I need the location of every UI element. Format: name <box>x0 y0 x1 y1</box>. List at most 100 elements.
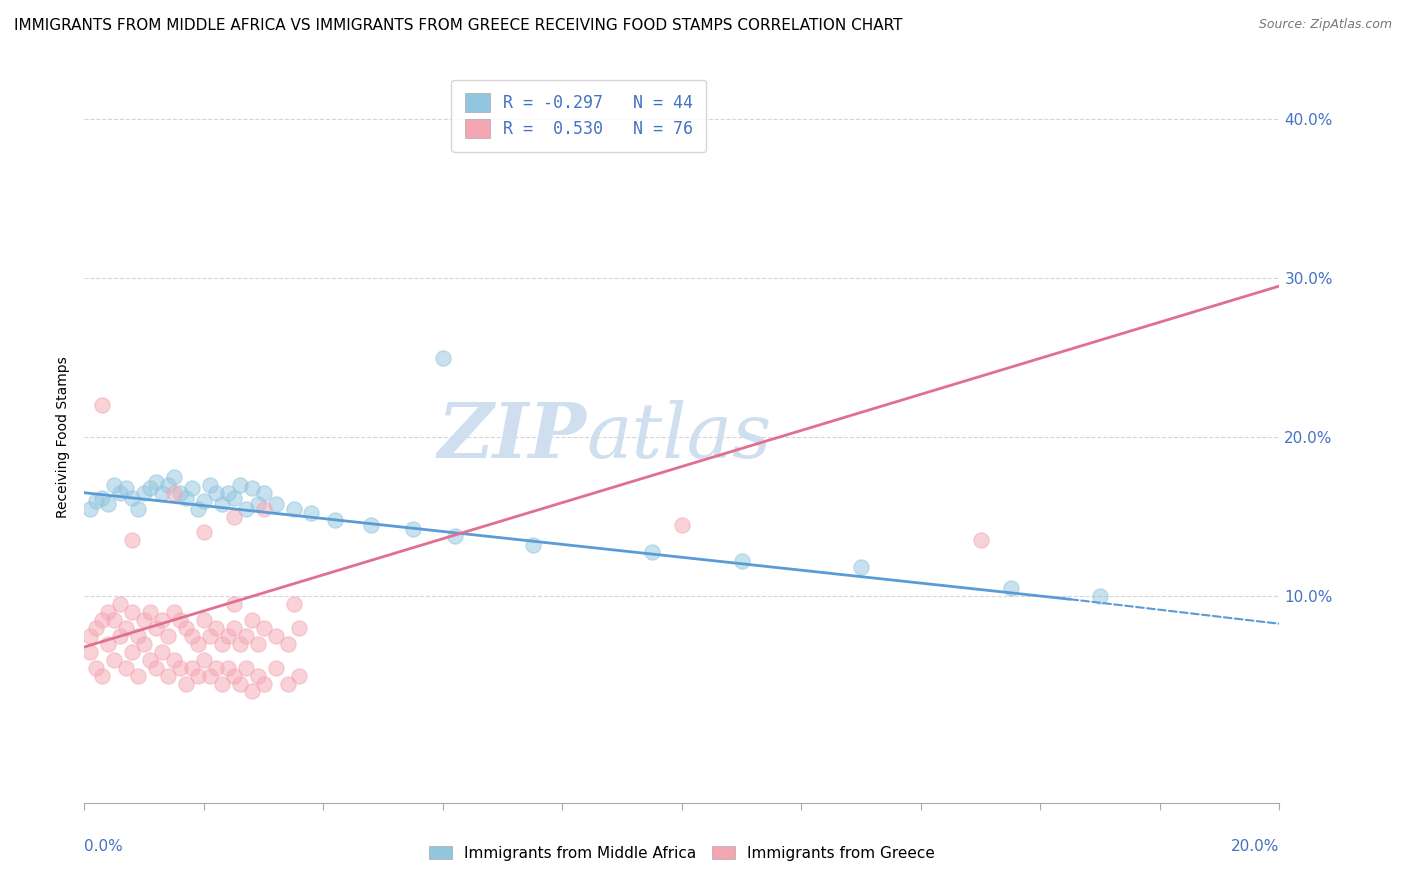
Point <box>79 629 101 643</box>
Point <box>240 684 263 698</box>
Point <box>205 621 228 635</box>
Point <box>246 497 269 511</box>
Point <box>240 613 263 627</box>
Point <box>432 351 454 365</box>
Point <box>228 637 252 651</box>
Point <box>132 613 156 627</box>
Point <box>222 597 245 611</box>
Point <box>198 477 221 491</box>
Point <box>91 668 114 682</box>
Point <box>110 597 132 611</box>
Point <box>731 554 754 568</box>
Point <box>246 668 269 682</box>
Point <box>193 493 215 508</box>
Point <box>217 660 239 674</box>
Point <box>86 621 108 635</box>
Point <box>145 660 167 674</box>
Point <box>323 513 347 527</box>
Point <box>970 533 993 548</box>
Point <box>228 477 252 491</box>
Point <box>641 544 664 558</box>
Point <box>115 660 138 674</box>
Point <box>671 517 693 532</box>
Point <box>127 668 149 682</box>
Point <box>402 522 425 536</box>
Point <box>103 477 125 491</box>
Point <box>264 660 287 674</box>
Point <box>180 660 202 674</box>
Point <box>150 645 173 659</box>
Point <box>217 629 239 643</box>
Point <box>132 637 156 651</box>
Point <box>110 629 132 643</box>
Point <box>91 398 114 412</box>
Point <box>222 491 245 505</box>
Point <box>103 613 125 627</box>
Point <box>264 629 287 643</box>
Point <box>132 485 156 500</box>
Point <box>187 637 209 651</box>
Point <box>121 645 143 659</box>
Point <box>174 621 197 635</box>
Point <box>235 660 257 674</box>
Text: atlas: atlas <box>586 401 772 474</box>
Point <box>103 653 125 667</box>
Point <box>1088 589 1111 603</box>
Point <box>180 629 202 643</box>
Point <box>288 621 311 635</box>
Point <box>139 653 162 667</box>
Point <box>86 660 108 674</box>
Point <box>97 637 120 651</box>
Point <box>145 475 167 489</box>
Point <box>115 481 138 495</box>
Point <box>211 497 233 511</box>
Point <box>222 509 245 524</box>
Point <box>121 491 143 505</box>
Text: ZIP: ZIP <box>437 401 586 474</box>
Point <box>253 676 276 690</box>
Point <box>91 613 114 627</box>
Point <box>115 621 138 635</box>
Point <box>139 605 162 619</box>
Point <box>79 501 101 516</box>
Point <box>522 538 544 552</box>
Point <box>121 533 143 548</box>
Point <box>253 485 276 500</box>
Point <box>163 605 186 619</box>
Point <box>121 605 143 619</box>
Point <box>222 621 245 635</box>
Point <box>163 470 186 484</box>
Point <box>150 485 173 500</box>
Text: Source: ZipAtlas.com: Source: ZipAtlas.com <box>1258 18 1392 31</box>
Point <box>150 613 173 627</box>
Point <box>246 637 269 651</box>
Point <box>97 497 120 511</box>
Point <box>205 660 228 674</box>
Point <box>157 477 180 491</box>
Point <box>253 501 276 516</box>
Point <box>91 491 114 505</box>
Point <box>193 613 215 627</box>
Point <box>217 485 239 500</box>
Point <box>235 501 257 516</box>
Point <box>127 629 149 643</box>
Point <box>187 668 209 682</box>
Text: 0.0%: 0.0% <box>84 839 124 855</box>
Point <box>1000 581 1022 595</box>
Legend: R = -0.297   N = 44, R =  0.530   N = 76: R = -0.297 N = 44, R = 0.530 N = 76 <box>451 79 706 152</box>
Text: IMMIGRANTS FROM MIDDLE AFRICA VS IMMIGRANTS FROM GREECE RECEIVING FOOD STAMPS CO: IMMIGRANTS FROM MIDDLE AFRICA VS IMMIGRA… <box>14 18 903 33</box>
Point <box>301 507 323 521</box>
Point <box>97 605 120 619</box>
Point <box>240 481 263 495</box>
Point <box>235 629 257 643</box>
Point <box>849 560 872 574</box>
Point <box>169 485 191 500</box>
Point <box>228 676 252 690</box>
Point <box>163 485 186 500</box>
Point <box>180 481 202 495</box>
Point <box>205 485 228 500</box>
Point <box>283 597 305 611</box>
Point <box>360 517 382 532</box>
Point <box>86 493 108 508</box>
Point <box>264 497 287 511</box>
